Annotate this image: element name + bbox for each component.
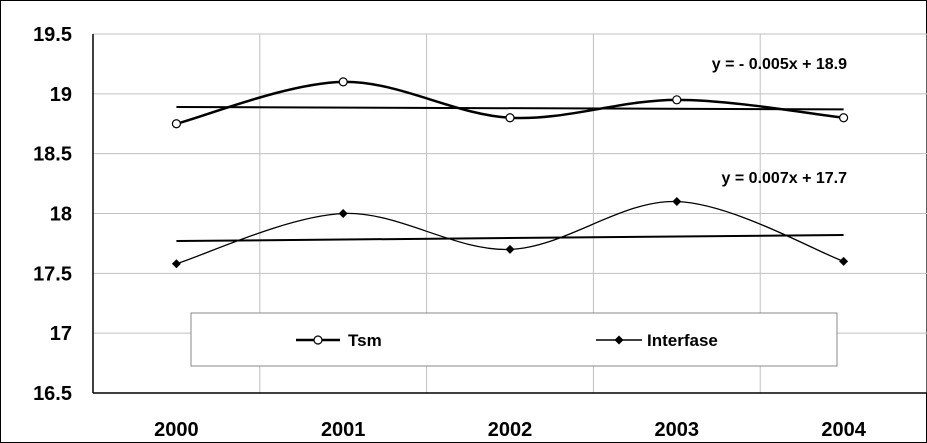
data-point-tsm bbox=[338, 77, 348, 87]
legend-marker-tsm bbox=[313, 335, 323, 345]
data-point-interfase bbox=[505, 244, 515, 254]
trendline-equations: y = - 0.005x + 18.9 y = 0.007x + 17.7 bbox=[712, 56, 847, 187]
data-point-tsm bbox=[838, 113, 849, 123]
y-tick-label: 17 bbox=[50, 323, 72, 345]
legend-label-interfase: Interfase bbox=[647, 331, 718, 350]
data-point-interfase bbox=[171, 259, 181, 269]
trendline-tsm bbox=[176, 105, 844, 111]
trendline-equation-interfase: y = 0.007x + 17.7 bbox=[722, 170, 848, 187]
y-tick-label: 19.5 bbox=[33, 24, 72, 46]
y-tick-label: 19 bbox=[50, 84, 72, 106]
series-line-interfase bbox=[176, 200, 844, 265]
legend: Tsm Interfase bbox=[190, 312, 838, 367]
y-axis-tick-labels: 16.5 17 17.5 18 18.5 19 19.5 bbox=[33, 24, 72, 405]
trendline-equation-tsm: y = - 0.005x + 18.9 bbox=[712, 56, 847, 73]
trendlines bbox=[176, 105, 844, 243]
data-point-interfase bbox=[672, 197, 682, 207]
x-tick-label: 2000 bbox=[154, 419, 199, 441]
legend-marker-interfase bbox=[614, 335, 624, 345]
data-point-tsm bbox=[171, 119, 181, 129]
trendline-interfase bbox=[176, 234, 844, 243]
data-point-tsm bbox=[505, 113, 515, 123]
legend-label-tsm: Tsm bbox=[348, 331, 382, 350]
x-tick-label: 2001 bbox=[321, 419, 366, 441]
y-tick-label: 16.5 bbox=[33, 383, 72, 405]
legend-box bbox=[190, 312, 838, 367]
x-tick-label: 2002 bbox=[488, 419, 533, 441]
data-point-interfase bbox=[338, 209, 348, 218]
x-tick-label: 2004 bbox=[821, 419, 866, 441]
y-tick-label: 18 bbox=[50, 204, 72, 226]
x-axis-tick-labels: 2000 2001 2002 2003 2004 bbox=[154, 419, 867, 441]
y-tick-label: 17.5 bbox=[33, 263, 72, 285]
data-point-interfase bbox=[839, 256, 849, 266]
x-tick-label: 2003 bbox=[655, 419, 700, 441]
series-markers bbox=[171, 77, 849, 269]
y-tick-label: 18.5 bbox=[33, 144, 72, 166]
data-point-tsm bbox=[672, 95, 682, 105]
